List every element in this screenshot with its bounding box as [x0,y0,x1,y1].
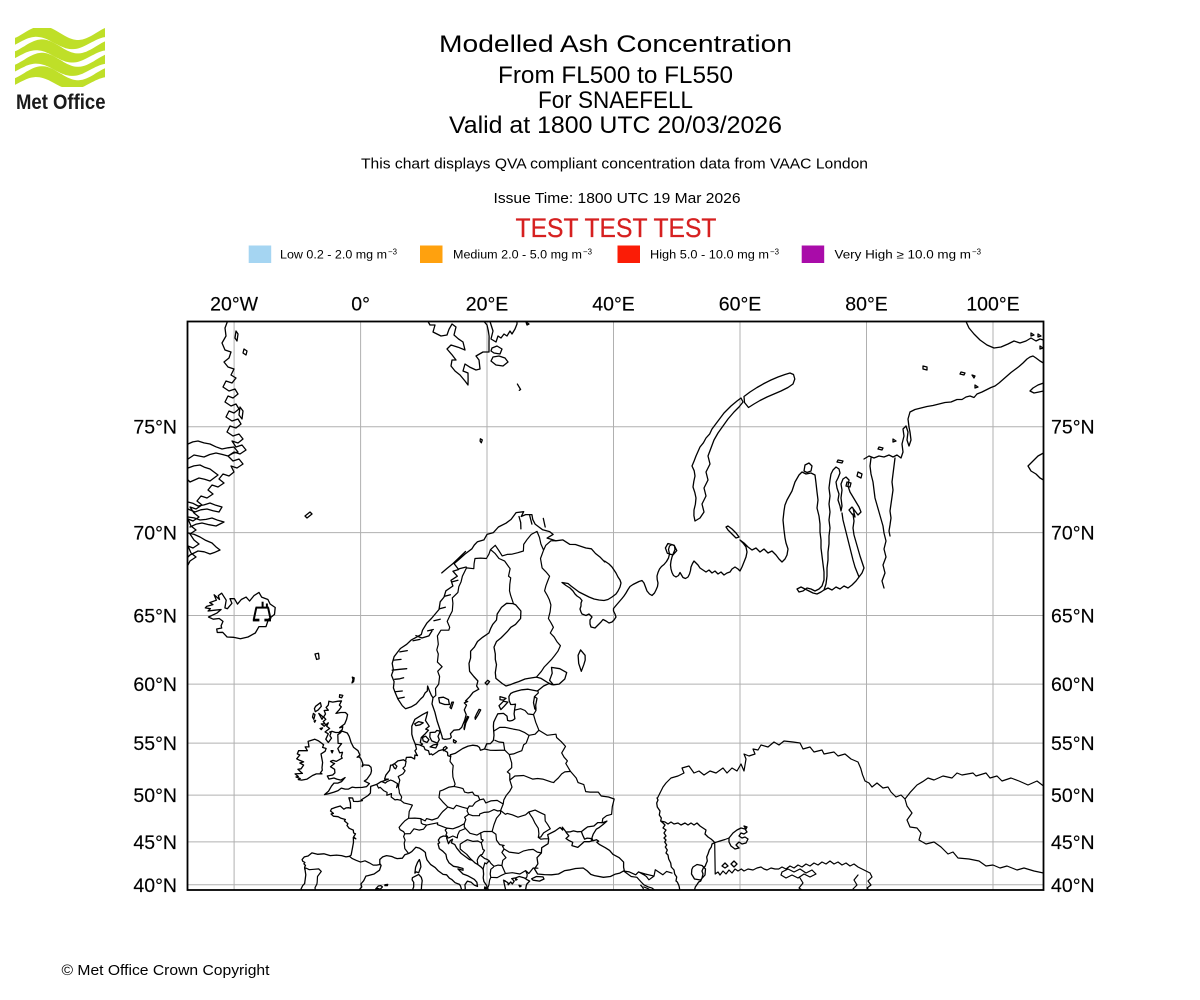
svg-text:High 5.0 - 10.0 mg m: High 5.0 - 10.0 mg m [650,250,769,262]
svg-text:55°N: 55°N [133,733,177,755]
svg-text:Low 0.2 - 2.0 mg m: Low 0.2 - 2.0 mg m [280,250,387,262]
svg-text:−3: −3 [972,248,981,257]
svg-text:50°N: 50°N [1051,785,1095,807]
svg-text:Valid at 1800 UTC 20/03/2026: Valid at 1800 UTC 20/03/2026 [449,112,782,139]
svg-text:Modelled Ash Concentration: Modelled Ash Concentration [439,31,792,58]
svg-text:55°N: 55°N [1051,733,1095,755]
svg-text:Very High ≥ 10.0 mg m: Very High ≥ 10.0 mg m [835,250,972,262]
svg-text:40°N: 40°N [1051,875,1095,897]
svg-text:This chart displays QVA compli: This chart displays QVA compliant concen… [361,156,868,172]
svg-text:100°E: 100°E [966,294,1019,316]
svg-text:40°N: 40°N [133,875,177,897]
svg-text:TEST TEST TEST: TEST TEST TEST [516,213,717,243]
svg-text:For SNAEFELL: For SNAEFELL [538,87,693,114]
svg-text:Medium 2.0 - 5.0 mg m: Medium 2.0 - 5.0 mg m [453,250,582,262]
svg-text:−3: −3 [770,248,779,257]
svg-text:−3: −3 [583,248,592,257]
svg-text:75°N: 75°N [1051,417,1095,439]
svg-text:50°N: 50°N [133,785,177,807]
svg-text:From FL500 to FL550: From FL500 to FL550 [498,62,733,89]
svg-text:70°N: 70°N [133,523,177,545]
svg-text:45°N: 45°N [133,832,177,854]
svg-text:20°E: 20°E [466,294,509,316]
svg-text:75°N: 75°N [133,417,177,439]
svg-text:−3: −3 [388,248,397,257]
svg-text:Met Office: Met Office [16,91,106,114]
svg-text:45°N: 45°N [1051,832,1095,854]
svg-text:20°W: 20°W [210,294,258,316]
svg-text:60°E: 60°E [719,294,762,316]
svg-text:65°N: 65°N [1051,606,1095,628]
svg-text:© Met Office Crown Copyright: © Met Office Crown Copyright [62,963,270,979]
svg-text:40°E: 40°E [592,294,635,316]
svg-text:0°: 0° [351,294,370,316]
svg-text:60°N: 60°N [133,674,177,696]
svg-text:70°N: 70°N [1051,523,1095,545]
svg-text:80°E: 80°E [845,294,888,316]
svg-text:60°N: 60°N [1051,674,1095,696]
svg-text:Issue Time: 1800 UTC 19 Mar 20: Issue Time: 1800 UTC 19 Mar 2026 [494,191,741,207]
svg-text:65°N: 65°N [133,606,177,628]
